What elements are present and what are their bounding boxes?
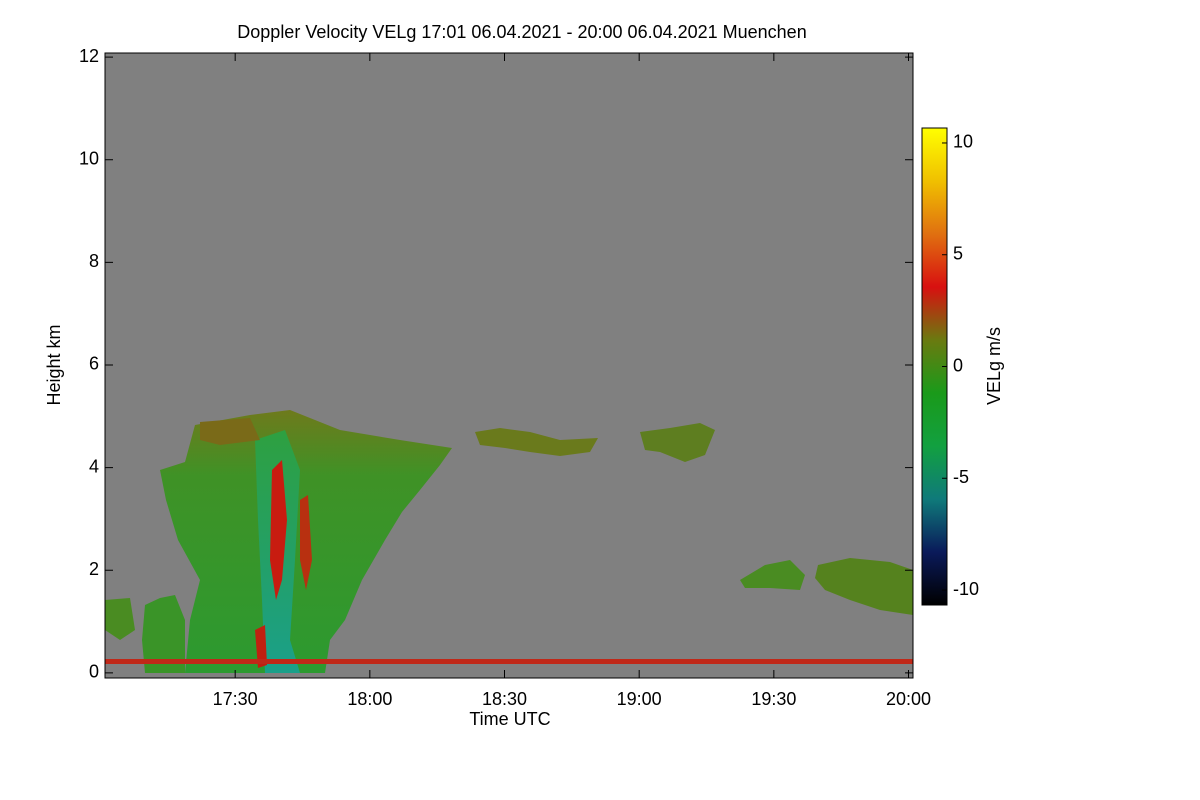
colorbar-tick-label: -5 bbox=[953, 467, 969, 487]
x-tick-label: 18:00 bbox=[347, 689, 392, 709]
x-tick-label: 19:00 bbox=[617, 689, 662, 709]
y-tick-label: 6 bbox=[89, 354, 99, 374]
echo-layer bbox=[105, 410, 913, 673]
colorbar-label: VELg m/s bbox=[984, 327, 1004, 405]
colorbar-tick-label: -10 bbox=[953, 579, 979, 599]
y-tick-label: 0 bbox=[89, 662, 99, 682]
colorbar-tick-label: 10 bbox=[953, 132, 973, 152]
colorbar-tick-label: 5 bbox=[953, 243, 963, 263]
y-tick-label: 12 bbox=[79, 46, 99, 66]
y-tick-label: 4 bbox=[89, 456, 99, 476]
x-tick-label: 18:30 bbox=[482, 689, 527, 709]
plot-frame bbox=[104, 52, 914, 679]
y-tick-label: 10 bbox=[79, 148, 99, 168]
colorbar-tick-label: 0 bbox=[953, 355, 963, 375]
x-axis-label: Time UTC bbox=[469, 709, 550, 729]
y-tick-label: 8 bbox=[89, 251, 99, 271]
y-axis-label: Height km bbox=[44, 324, 64, 405]
chart-title: Doppler Velocity VELg 17:01 06.04.2021 -… bbox=[237, 22, 806, 42]
x-tick-label: 17:30 bbox=[213, 689, 258, 709]
x-tick-label: 19:30 bbox=[751, 689, 796, 709]
x-tick-label: 20:00 bbox=[886, 689, 931, 709]
y-tick-label: 2 bbox=[89, 559, 99, 579]
